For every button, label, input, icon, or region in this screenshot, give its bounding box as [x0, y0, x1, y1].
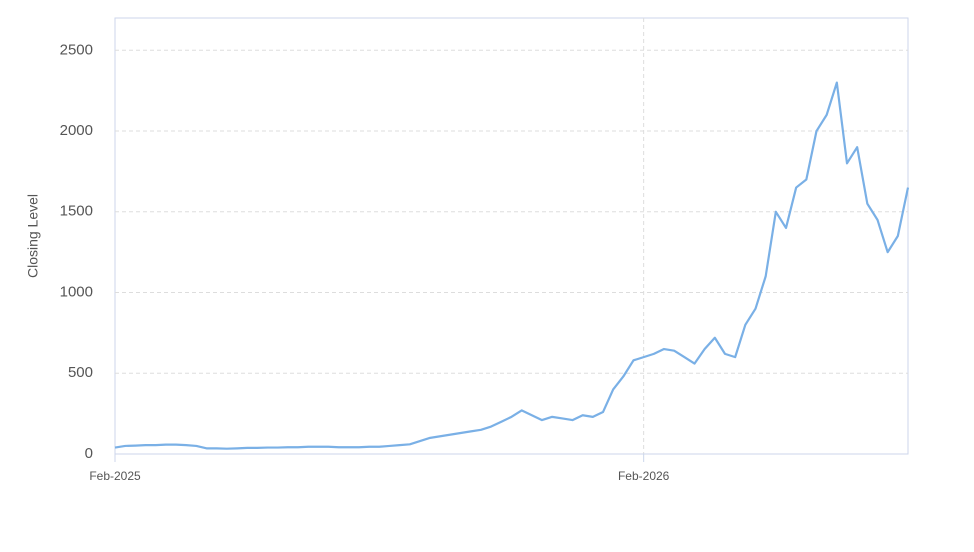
y-tick-label: 1500	[60, 203, 93, 220]
y-tick-label: 500	[68, 364, 93, 381]
y-tick-label: 2000	[60, 122, 93, 139]
plot-frame	[114, 17, 909, 455]
y-tick-label: 0	[85, 445, 93, 462]
y-axis-label: Closing Level	[25, 194, 41, 278]
x-tick-label: Feb-2026	[618, 469, 670, 483]
series-line	[114, 81, 910, 450]
y-tick-label: 1000	[60, 283, 93, 300]
x-tick-label: Feb-2025	[89, 469, 141, 483]
y-tick-label: 2500	[60, 41, 93, 58]
